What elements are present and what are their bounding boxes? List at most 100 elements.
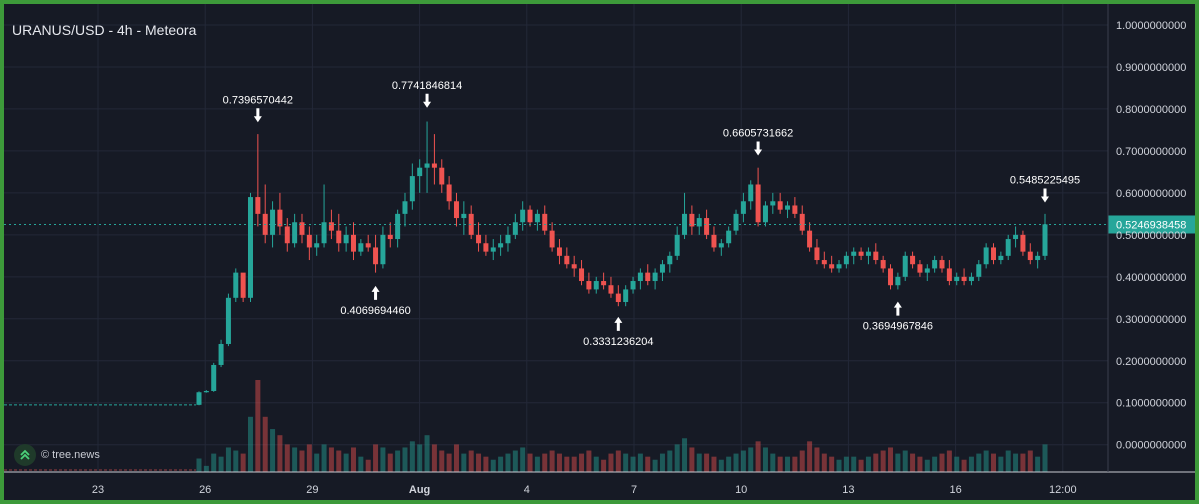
candle-body xyxy=(1035,255,1041,261)
candle-body xyxy=(829,264,835,269)
volume-bar xyxy=(1005,450,1011,472)
volume-bar xyxy=(424,435,430,472)
candle-body xyxy=(623,289,629,303)
volume-bar xyxy=(365,459,371,472)
candle-body xyxy=(762,205,768,223)
candle-body xyxy=(718,243,724,248)
x-tick-label: 13 xyxy=(842,484,854,496)
y-tick-label: 0.6000000000 xyxy=(1116,188,1186,200)
volume-bar xyxy=(321,444,327,472)
volume-bar xyxy=(711,456,717,472)
volume-bar xyxy=(1013,453,1019,472)
candle-body xyxy=(498,243,504,248)
volume-bar xyxy=(865,456,871,472)
arrow-down-icon xyxy=(1041,188,1049,203)
volume-bar xyxy=(637,453,643,472)
candle-body xyxy=(777,201,783,210)
price-annotations: 0.5246938458 0.7396570442 0.7741846814 0.40… xyxy=(4,80,1195,348)
candle-body xyxy=(270,209,276,235)
candle-body xyxy=(490,247,496,252)
candle-body xyxy=(461,213,467,219)
candle-body xyxy=(880,260,886,269)
high-annotation-label: 0.5485225495 xyxy=(1010,174,1080,186)
volume-bar xyxy=(689,447,695,472)
candle-body xyxy=(292,222,298,244)
candle-body xyxy=(733,213,739,231)
volume-bar xyxy=(843,456,849,472)
candle-body xyxy=(785,205,791,210)
candle-body xyxy=(328,222,334,231)
candle-body xyxy=(203,390,209,393)
volume-bar xyxy=(615,450,621,472)
candle-body xyxy=(586,281,592,290)
volume-bar xyxy=(807,441,813,472)
candle-body xyxy=(836,264,842,269)
volume-bar xyxy=(196,458,202,472)
candle-body xyxy=(821,260,827,265)
candle-body xyxy=(674,234,680,256)
y-tick-label: 0.4000000000 xyxy=(1116,272,1186,284)
candle-body xyxy=(976,264,982,277)
candle-body xyxy=(755,184,761,223)
candle-body xyxy=(534,213,540,223)
candle-body xyxy=(843,255,849,265)
volume-bar xyxy=(682,438,688,472)
last-price-label: 0.5246938458 xyxy=(1116,219,1186,231)
volume-bar xyxy=(571,456,577,472)
candle-body xyxy=(336,230,342,244)
candle-body xyxy=(306,234,312,248)
candle-body xyxy=(512,222,518,235)
volume-bar xyxy=(880,450,886,472)
candle-body xyxy=(277,209,283,227)
volume-bar xyxy=(895,453,901,472)
volume-bar xyxy=(284,444,290,472)
volume-bar xyxy=(262,416,268,472)
candle-body xyxy=(689,213,695,227)
volume-bar xyxy=(932,456,938,472)
volume-bar xyxy=(829,456,835,472)
candle-body xyxy=(991,247,997,261)
arrow-down-icon xyxy=(423,93,432,108)
volume-bar xyxy=(939,453,945,472)
candle-body xyxy=(954,276,960,282)
y-tick-label: 1.0000000000 xyxy=(1116,20,1186,32)
volume-bar xyxy=(453,444,459,472)
candle-body xyxy=(748,184,754,202)
volume-bar xyxy=(696,453,702,472)
candle-body xyxy=(284,226,290,244)
volume-bar xyxy=(704,453,710,472)
volume-bars xyxy=(4,380,1048,472)
chart-title: URANUS/USD - 4h - Meteora xyxy=(12,22,197,38)
candle-body xyxy=(373,247,379,265)
y-tick-label: 0.0000000000 xyxy=(1116,440,1186,452)
volume-bar xyxy=(527,453,533,472)
volume-bar xyxy=(439,450,445,472)
volume-bar xyxy=(373,444,379,472)
candles xyxy=(4,121,1048,406)
candle-body xyxy=(350,234,356,252)
volume-bar xyxy=(534,456,540,472)
candle-body xyxy=(711,234,717,248)
price-chart[interactable]: 0.5246938458 0.7396570442 0.7741846814 0.40… xyxy=(4,4,1195,500)
high-annotation-label: 0.7741846814 xyxy=(392,80,462,92)
volume-bar xyxy=(821,453,827,472)
candle-body xyxy=(740,201,746,214)
volume-bar xyxy=(873,453,879,472)
volume-bar xyxy=(659,453,665,472)
volume-bar xyxy=(593,456,599,472)
volume-bar xyxy=(358,456,364,472)
candle-body xyxy=(851,251,857,256)
volume-bar xyxy=(814,447,820,472)
candle-body xyxy=(395,213,401,240)
candle-body xyxy=(1020,234,1026,252)
candle-body xyxy=(424,163,430,168)
volume-bar xyxy=(542,453,548,472)
x-tick-label: 26 xyxy=(199,484,211,496)
candle-body xyxy=(218,343,224,365)
candle-body xyxy=(549,230,555,248)
arrow-up-icon xyxy=(893,301,902,316)
candle-body xyxy=(527,209,533,223)
candle-body xyxy=(910,255,916,265)
volume-bar xyxy=(1020,453,1026,472)
volume-bar xyxy=(792,456,798,472)
